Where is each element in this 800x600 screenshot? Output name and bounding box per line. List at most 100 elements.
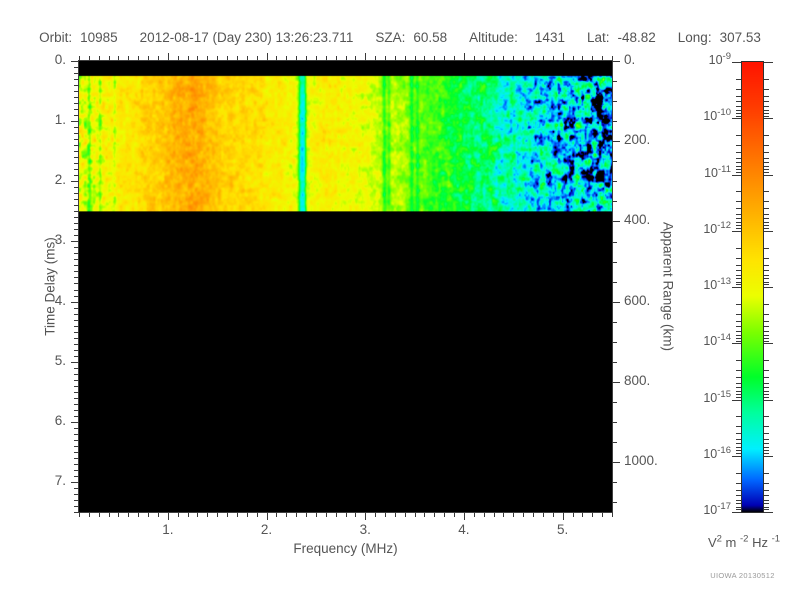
y-tick-label-5: 5. [54,352,66,368]
axis-tick [612,121,617,122]
axis-tick [736,101,741,102]
axis-tick [385,56,386,61]
long-label: Long: [677,30,712,45]
axis-tick [415,56,416,61]
axis-tick [764,391,769,392]
axis-tick [764,228,769,229]
axis-tick [336,512,337,517]
axis-tick [764,116,769,117]
axis-tick [612,61,620,62]
x-axis-title: Frequency (MHz) [293,541,398,556]
axis-tick [74,145,79,146]
axis-tick [71,121,79,122]
axis-tick [346,512,347,517]
axis-tick [237,512,238,517]
axis-tick [74,338,79,339]
axis-tick [736,79,741,80]
y2-tick-label-3: 600. [624,292,651,308]
axis-tick [207,56,208,61]
axis-tick [474,56,475,61]
axis-tick [74,205,79,206]
axis-tick [365,512,366,520]
axis-tick [444,56,445,61]
axis-tick [74,169,79,170]
axis-tick [764,507,769,508]
lat-value: -48.82 [617,30,656,45]
axis-tick [197,512,198,517]
spectrogram-panel [78,60,613,513]
lat-label: Lat: [586,30,610,45]
axis-tick [764,162,769,163]
axis-tick [736,383,741,384]
axis-tick [764,191,769,192]
axis-tick [74,476,79,477]
axis-tick [178,56,179,61]
axis-tick [582,512,583,517]
axis-tick [286,56,287,61]
axis-tick [764,152,769,153]
axis-tick [326,512,327,517]
axis-tick [74,163,79,164]
axis-tick [74,73,79,74]
axis-tick [74,416,79,417]
axis-tick [736,426,741,427]
axis-tick [736,495,741,496]
axis-tick [424,512,425,517]
axis-tick [227,512,228,517]
axis-tick [405,512,406,517]
axis-tick [612,242,617,243]
axis-tick [74,277,79,278]
axis-tick [276,512,277,517]
axis-tick [612,282,617,283]
axis-tick [513,512,514,517]
axis-tick [79,512,80,517]
axis-tick [736,473,741,474]
axis-tick [764,433,769,434]
axis-tick [612,512,613,517]
axis-tick [74,386,79,387]
axis-tick [732,512,741,513]
axis-tick [355,56,356,61]
axis-tick [764,370,769,371]
axis-tick [764,453,769,454]
axis-tick [74,223,79,224]
axis-tick [74,494,79,495]
axis-tick [764,377,769,378]
axis-tick [764,314,769,315]
axis-tick [74,115,79,116]
axis-tick [736,106,741,107]
axis-tick [74,458,79,459]
y-tick-label-7: 7. [54,472,66,488]
axis-tick [74,217,79,218]
axis-tick [464,512,465,520]
axis-tick [736,391,741,392]
axis-tick [612,101,617,102]
axis-tick [736,443,741,444]
axis-tick [563,512,564,520]
axis-tick [736,439,741,440]
axis-tick [612,201,617,202]
colorbar-tick-label--13: 10-13 [703,275,731,292]
axis-tick [736,416,741,417]
axis-tick [764,265,769,266]
axis-tick [764,394,769,395]
axis-tick [764,341,769,342]
axis-tick [74,488,79,489]
axis-tick [74,139,79,140]
axis-tick [217,56,218,61]
axis-tick [612,141,620,142]
axis-tick [128,56,129,61]
axis-tick [375,56,376,61]
axis-tick [306,56,307,61]
long-value: 307.53 [719,30,761,45]
axis-tick [237,56,238,61]
axis-tick [736,335,741,336]
x-tick-label-2.: 2. [260,522,273,537]
axis-tick [74,512,79,513]
axis-tick [736,377,741,378]
colorbar-units-label: V2 m -2 Hz -1 [707,533,781,550]
axis-tick [764,258,769,259]
axis-tick [99,512,100,517]
axis-tick [764,270,769,271]
axis-tick [736,258,741,259]
